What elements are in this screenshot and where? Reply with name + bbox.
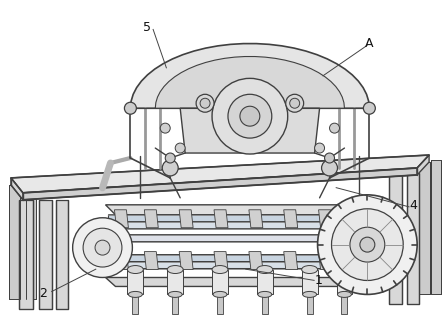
Circle shape [175, 143, 185, 153]
Polygon shape [214, 210, 228, 228]
Ellipse shape [212, 265, 228, 273]
Polygon shape [262, 294, 268, 314]
Polygon shape [419, 162, 430, 294]
Polygon shape [349, 210, 362, 228]
Polygon shape [105, 277, 384, 286]
Polygon shape [109, 235, 373, 242]
Polygon shape [389, 175, 402, 304]
Circle shape [325, 153, 334, 163]
Polygon shape [214, 252, 228, 270]
Ellipse shape [337, 265, 353, 273]
Polygon shape [114, 210, 128, 228]
Ellipse shape [128, 291, 142, 297]
Polygon shape [167, 270, 183, 294]
Ellipse shape [303, 291, 317, 297]
Ellipse shape [302, 265, 318, 273]
Polygon shape [11, 155, 429, 193]
Polygon shape [212, 270, 228, 294]
Circle shape [315, 143, 325, 153]
Polygon shape [302, 270, 318, 294]
Ellipse shape [338, 291, 351, 297]
Polygon shape [307, 294, 313, 314]
Circle shape [360, 237, 375, 252]
Ellipse shape [168, 291, 182, 297]
Ellipse shape [128, 265, 144, 273]
Polygon shape [431, 160, 441, 294]
Polygon shape [9, 185, 20, 299]
Circle shape [83, 228, 122, 267]
Text: 4: 4 [409, 199, 417, 212]
Ellipse shape [167, 265, 183, 273]
Circle shape [350, 227, 385, 262]
Polygon shape [109, 262, 373, 269]
Polygon shape [39, 200, 52, 309]
Polygon shape [180, 108, 319, 153]
Circle shape [196, 94, 214, 112]
Polygon shape [132, 294, 138, 314]
Circle shape [73, 218, 132, 277]
Polygon shape [217, 294, 223, 314]
Circle shape [95, 240, 110, 255]
Circle shape [330, 123, 339, 133]
Polygon shape [284, 252, 298, 270]
Polygon shape [114, 252, 128, 270]
Polygon shape [109, 255, 373, 262]
Circle shape [240, 106, 260, 126]
Circle shape [318, 195, 417, 294]
Text: 1: 1 [315, 274, 323, 287]
Polygon shape [26, 183, 36, 299]
Circle shape [363, 102, 375, 114]
Circle shape [331, 209, 403, 281]
Polygon shape [109, 222, 373, 229]
Circle shape [162, 160, 178, 176]
Ellipse shape [257, 265, 273, 273]
Circle shape [124, 102, 136, 114]
Polygon shape [19, 200, 33, 309]
Polygon shape [257, 270, 273, 294]
Polygon shape [179, 210, 193, 228]
Polygon shape [128, 270, 144, 294]
Polygon shape [144, 210, 158, 228]
Circle shape [165, 153, 175, 163]
Circle shape [322, 160, 338, 176]
Polygon shape [407, 173, 419, 304]
Polygon shape [56, 200, 68, 309]
Polygon shape [155, 56, 345, 108]
Polygon shape [105, 205, 384, 215]
Polygon shape [109, 215, 373, 222]
Circle shape [290, 98, 299, 108]
Circle shape [160, 123, 170, 133]
Text: 2: 2 [39, 287, 47, 299]
Text: A: A [365, 37, 373, 50]
Polygon shape [11, 178, 23, 200]
Polygon shape [172, 294, 178, 314]
Polygon shape [337, 270, 353, 294]
Circle shape [200, 98, 210, 108]
Polygon shape [23, 168, 417, 200]
Circle shape [286, 94, 303, 112]
Polygon shape [284, 210, 298, 228]
Polygon shape [130, 44, 369, 108]
Ellipse shape [213, 291, 227, 297]
Polygon shape [319, 252, 333, 270]
Polygon shape [342, 294, 347, 314]
Polygon shape [179, 252, 193, 270]
Polygon shape [319, 210, 333, 228]
Polygon shape [249, 210, 263, 228]
Circle shape [212, 78, 288, 154]
Polygon shape [349, 252, 362, 270]
Polygon shape [144, 252, 158, 270]
Polygon shape [417, 155, 429, 175]
Ellipse shape [258, 291, 272, 297]
Circle shape [228, 94, 272, 138]
Text: 5: 5 [143, 22, 151, 34]
Polygon shape [249, 252, 263, 270]
